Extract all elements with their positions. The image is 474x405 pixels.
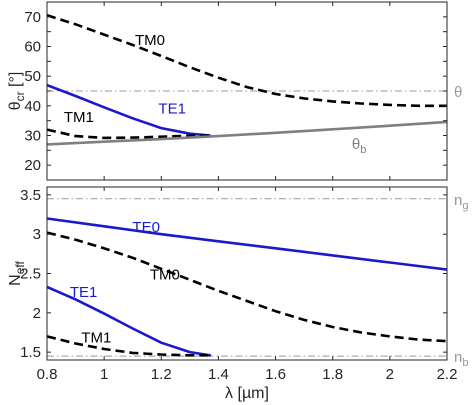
y-tick-label-8: 60	[24, 39, 41, 56]
x-tick-label-6: 2	[386, 366, 394, 383]
x-tick-label-4: 1.6	[265, 366, 286, 383]
x-tick-label-5: 1.8	[322, 366, 343, 383]
y-tick-label-1: 2	[33, 305, 41, 322]
series-line-b-3	[47, 120, 447, 146]
x-tick-label-0: 0.8	[37, 366, 58, 383]
series-label-1: TE1	[158, 101, 186, 118]
y-tick-label-2: 2.5	[20, 266, 41, 283]
series-label-1: TM0	[150, 267, 180, 284]
y-axis-label-sub: cr	[13, 91, 27, 101]
series-line-TE1-2	[47, 285, 212, 357]
series-line-TE1-1	[47, 83, 212, 137]
series-label-0: TE0	[132, 219, 160, 236]
y-tick-label-3: 3	[33, 226, 41, 243]
series-line-TM1-2	[47, 128, 210, 140]
series-line-TM1-3	[47, 335, 213, 357]
series-label-3: θb	[352, 136, 366, 156]
y-tick-label-6: 50	[24, 68, 41, 85]
series-label-sub-3: b	[360, 144, 366, 156]
x-tick-label-2: 1.2	[151, 366, 172, 383]
series-line-TM0-0	[47, 14, 447, 108]
series-line-TE0-0	[47, 217, 447, 271]
series-group	[47, 14, 447, 146]
y-tick-label-4: 40	[24, 98, 41, 115]
y-tick-label-0: 1.5	[20, 344, 41, 361]
x-axis-label: λ [µm]	[225, 385, 269, 402]
y-tick-label-4: 3.5	[20, 187, 41, 204]
reference-line-label-sub-0: g	[462, 200, 468, 212]
y-axis-label-unit: [°]	[7, 72, 24, 92]
y-axis-label-sub: eff	[13, 260, 27, 274]
series-label-3: TM1	[81, 330, 111, 347]
reference-line-label-sub-1: b	[462, 357, 468, 369]
y-tick-label-0: 20	[24, 157, 41, 174]
series-line-TM0-1	[47, 231, 447, 343]
y-tick-label-2: 30	[24, 128, 41, 145]
reference-line-label-0: θ	[454, 84, 462, 101]
reference-line-label-0: ng	[454, 192, 468, 212]
x-tick-label-3: 1.4	[208, 366, 229, 383]
y-tick-label-10: 70	[24, 9, 41, 26]
series-group	[47, 217, 447, 357]
series-label-0: TM0	[135, 32, 165, 49]
series-label-2: TE1	[70, 284, 98, 301]
series-label-2: TM1	[64, 109, 94, 126]
x-tick-label-7: 2.2	[437, 366, 458, 383]
x-tick-label-1: 1	[100, 366, 108, 383]
